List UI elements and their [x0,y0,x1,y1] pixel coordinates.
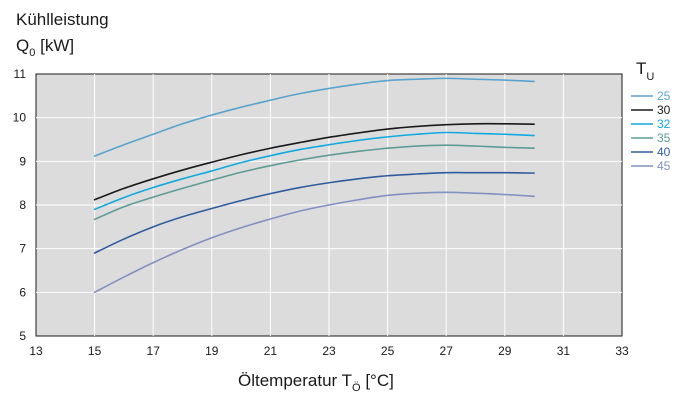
series-line-45 [93,191,535,294]
x-axis-unit: [°C] [365,371,394,390]
x-tick-label: 23 [322,344,336,358]
y-tick-label: 7 [19,242,26,256]
y-tick-label: 11 [14,67,27,81]
legend-label-30: 30 [657,103,671,117]
y-axis-symbol: Q [16,36,29,55]
y-ticks: 5 6 7 8 9 10 11 [13,67,27,343]
legend-label-32: 32 [657,117,671,131]
x-ticks: 13 15 17 19 21 23 25 27 29 31 33 [29,344,629,358]
legend-label-45: 45 [657,159,671,173]
x-axis-title-main: Öltemperatur T [238,371,352,390]
y-tick-label: 10 [13,111,27,125]
y-tick-label: 6 [19,285,26,299]
y-axis-symbol-sub: 0 [29,47,35,59]
legend-title-symbol: T [636,59,646,78]
y-tick-label: 9 [19,154,26,168]
series-line-30 [93,122,535,201]
y-axis-title: Kühlleistung [16,10,109,29]
legend-title: TU [636,59,654,83]
grid [36,74,622,336]
series-line-35 [93,144,535,221]
series-line-40 [93,171,535,254]
x-tick-label: 31 [557,344,571,358]
x-tick-label: 17 [147,344,161,358]
x-tick-label: 25 [381,344,395,358]
x-tick-label: 33 [615,344,629,358]
series-line-25 [93,77,535,157]
legend-label-25: 25 [657,89,671,103]
x-axis-title: Öltemperatur TÖ [°C] [238,371,394,394]
x-axis-title-sub: Ö [352,382,361,394]
x-tick-label: 19 [205,344,219,358]
series-line-32 [93,131,535,211]
x-tick-label: 15 [88,344,102,358]
legend-title-sub: U [646,71,654,83]
y-axis-unit: Q0 [kW] [16,36,74,59]
x-tick-label: 21 [264,344,278,358]
series-lines [93,77,535,294]
y-axis-unit-text: [kW] [40,36,74,55]
x-tick-label: 29 [498,344,512,358]
legend-label-35: 35 [657,131,671,145]
x-tick-label: 13 [29,344,43,358]
x-tick-label: 27 [440,344,454,358]
y-tick-label: 5 [19,329,26,343]
y-tick-label: 8 [19,198,26,212]
legend-label-40: 40 [657,145,671,159]
